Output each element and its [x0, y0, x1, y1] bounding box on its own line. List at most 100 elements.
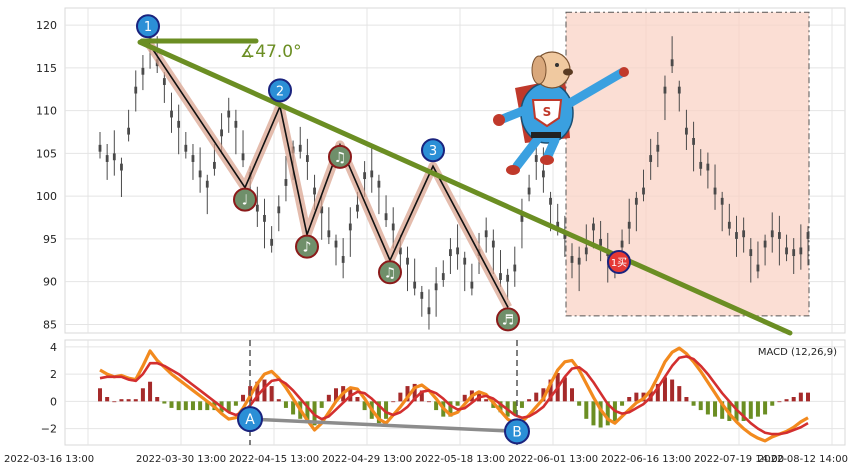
- macd-bar: [334, 388, 338, 402]
- macd-bar: [584, 401, 589, 419]
- x-tick-label: 2022-08-12 14:00: [758, 454, 848, 465]
- candle-body: [406, 257, 409, 265]
- candle-body: [434, 283, 438, 291]
- candle-body: [592, 223, 595, 231]
- macd-bar: [634, 392, 639, 402]
- macd-bar: [205, 401, 210, 411]
- macd-dea-line: [99, 355, 809, 436]
- candle-body: [763, 240, 767, 248]
- candle-body: [341, 256, 345, 263]
- wave-line: [147, 41, 509, 308]
- macd-y-tick: 2: [50, 368, 57, 381]
- buy-marker-circle: [607, 250, 631, 275]
- macd-bar: [677, 386, 682, 402]
- candle-body: [205, 180, 209, 188]
- macd-bar: [269, 386, 274, 402]
- wave-marker: 3: [421, 138, 445, 163]
- candle-body: [534, 155, 538, 162]
- wave-marker: ♬: [496, 307, 520, 332]
- macd-bar: [777, 401, 782, 403]
- macd-bar: [226, 401, 231, 413]
- macd-bar: [655, 383, 660, 402]
- candle-body: [692, 138, 695, 145]
- candle-body: [370, 170, 374, 178]
- wave-marker-circle: [268, 78, 292, 103]
- macd-bar: [276, 399, 281, 402]
- candles: [98, 24, 810, 330]
- candle-body: [398, 247, 402, 255]
- macd-bar: [105, 397, 110, 402]
- macd-bar: [662, 377, 667, 402]
- x-ticks: 2022-03-16 13:00 2022-03-30 13:00 2022-04-…: [4, 454, 848, 465]
- angle-label: ∡47.0°: [240, 42, 302, 62]
- macd-bar: [498, 401, 503, 413]
- candle-body: [327, 230, 331, 238]
- macd-y-tick: 4: [50, 341, 57, 354]
- candle-body: [255, 204, 259, 212]
- divergence: AB: [237, 340, 530, 445]
- candle-body: [162, 78, 166, 85]
- macd-bar: [770, 401, 775, 406]
- wave-marker: ♫: [378, 260, 402, 285]
- macd-bar: [198, 401, 203, 411]
- candle-body: [427, 307, 431, 315]
- svg-text:S: S: [543, 105, 552, 119]
- wave-marker-circle: [136, 14, 160, 39]
- macd-bar: [698, 401, 703, 411]
- wave-marker: ♫: [328, 144, 352, 169]
- wave-marker-circle: [378, 260, 402, 285]
- candle-body: [384, 213, 388, 221]
- macd-bar: [562, 377, 567, 402]
- candle-body: [563, 232, 567, 239]
- price-y-ticks: 85 90 95 100 105 110 115 120: [36, 19, 57, 331]
- macd-bar: [763, 401, 768, 415]
- candle-body: [735, 232, 738, 239]
- candle-body: [377, 180, 381, 188]
- candle-body: [98, 144, 102, 152]
- candle-body: [484, 230, 488, 238]
- macd-bar: [541, 388, 546, 402]
- macd-bar: [233, 401, 238, 406]
- macd-bar: [627, 397, 632, 402]
- candle-body: [213, 161, 216, 169]
- macd-bar: [291, 401, 296, 415]
- candle-body: [742, 230, 746, 238]
- price-y-tick: 95: [43, 233, 57, 246]
- candle-body: [334, 240, 338, 248]
- macd-bar: [283, 401, 288, 408]
- candle-body: [441, 273, 445, 280]
- price-y-tick: 90: [43, 276, 57, 289]
- macd-bar: [148, 381, 153, 402]
- wave-marker-label: 2: [276, 84, 284, 99]
- macd-bar: [798, 392, 803, 402]
- wave-marker-label: 3: [429, 144, 437, 159]
- macd-bar: [255, 381, 260, 402]
- candle-body: [720, 197, 724, 205]
- macd-bar: [806, 392, 810, 402]
- candle-body: [363, 172, 367, 180]
- divergence-line: [249, 417, 518, 434]
- candle-body: [792, 249, 796, 257]
- candle-body: [513, 264, 517, 272]
- macd-bar: [426, 401, 431, 403]
- candle-body: [577, 257, 581, 265]
- candle-body: [770, 230, 774, 238]
- macd-bar: [512, 401, 517, 415]
- macd-bar: [577, 401, 582, 406]
- candle-body: [470, 281, 474, 289]
- wave-path: [144, 39, 512, 310]
- macd-bar: [262, 379, 267, 402]
- macd-bar: [112, 401, 117, 403]
- candle-body: [356, 204, 359, 212]
- macd-bar: [755, 401, 760, 417]
- candle-body: [713, 187, 717, 195]
- candle-body: [284, 179, 288, 186]
- candle-body: [620, 240, 624, 248]
- macd-bar: [190, 401, 195, 411]
- candle-body: [799, 247, 803, 255]
- wave-marker-circle: [496, 307, 520, 332]
- candle-body: [584, 247, 588, 255]
- macd-bar: [133, 399, 138, 402]
- macd-bar: [527, 399, 532, 402]
- macd-bar: [241, 394, 246, 402]
